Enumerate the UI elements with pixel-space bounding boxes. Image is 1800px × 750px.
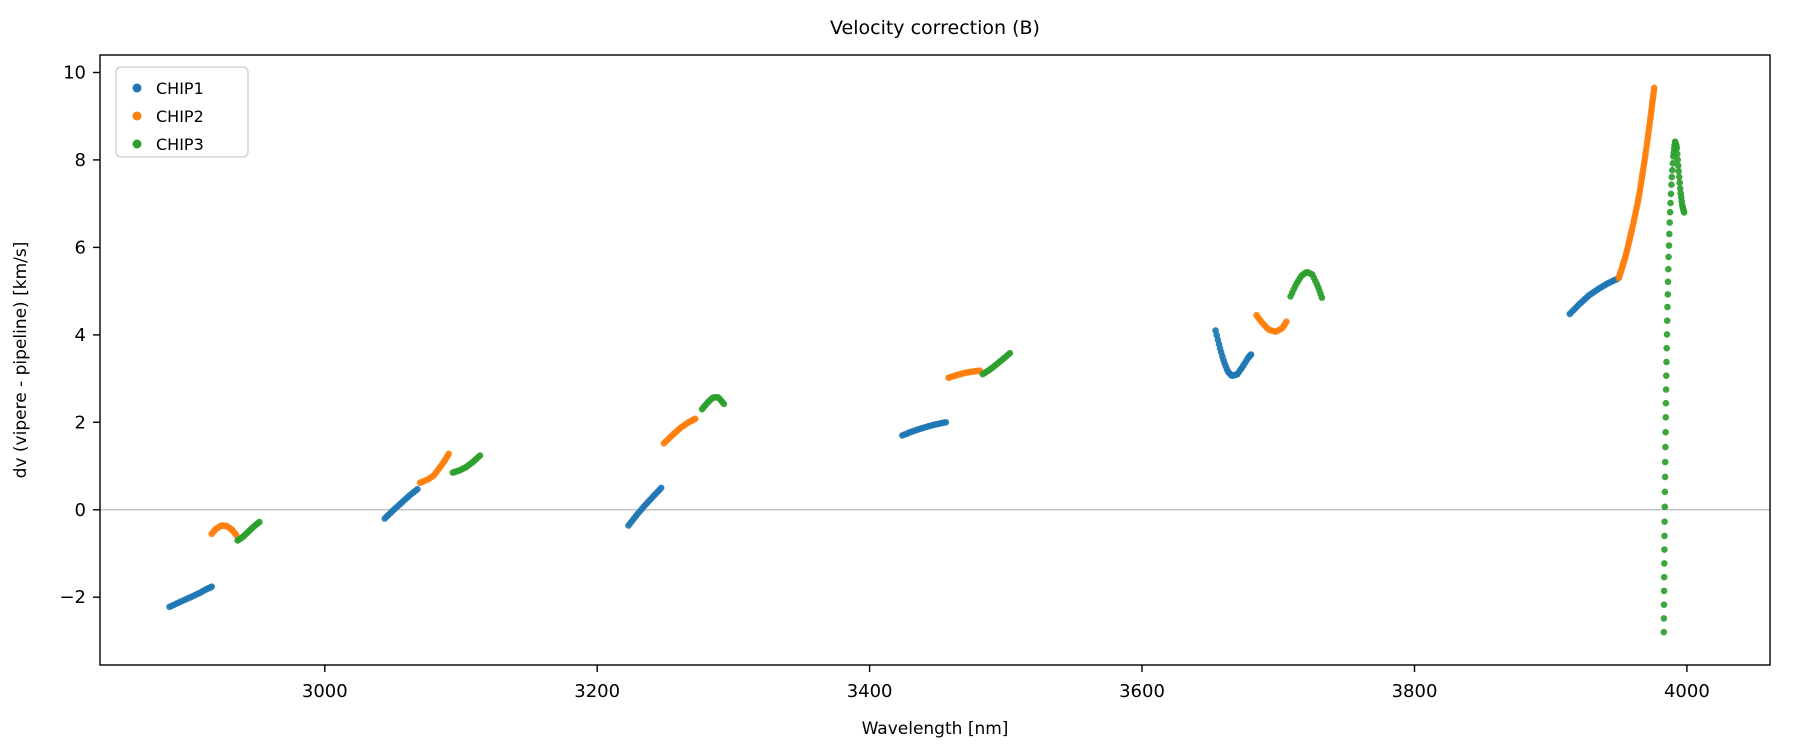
data-point-chip3 <box>1663 331 1671 338</box>
data-point-chip1 <box>657 484 665 492</box>
data-point-chip3 <box>1318 294 1326 302</box>
data-point-chip3 <box>1006 349 1014 357</box>
data-point-chip2 <box>1283 318 1290 326</box>
legend-marker-chip2 <box>132 111 142 121</box>
y-tick-label: −2 <box>59 587 86 608</box>
data-point-chip3 <box>1676 179 1683 186</box>
data-point-chip3 <box>1680 209 1688 216</box>
x-tick-label: 3200 <box>574 681 620 702</box>
data-point-chip3 <box>1660 601 1668 608</box>
data-point-chip3 <box>1663 358 1670 366</box>
x-tick-label: 4000 <box>1664 681 1710 702</box>
data-point-chip3 <box>1667 199 1674 207</box>
x-tick-label: 3400 <box>847 681 893 702</box>
y-tick-label: 4 <box>75 325 86 346</box>
y-tick-label: 10 <box>63 63 86 84</box>
data-point-chip3 <box>1662 414 1670 421</box>
y-tick-label: 0 <box>75 500 86 521</box>
data-point-chip1 <box>942 419 950 426</box>
x-tick-label: 3600 <box>1119 681 1165 702</box>
legend-label-chip3: CHIP3 <box>156 135 204 154</box>
data-point-chip3 <box>1669 160 1677 167</box>
data-point-chip3 <box>1662 386 1670 393</box>
x-axis-label: Wavelength [nm] <box>862 719 1009 739</box>
data-point-chip3 <box>1660 615 1668 622</box>
data-point-chip3 <box>1673 145 1681 152</box>
data-point-chip3 <box>1662 428 1669 436</box>
data-point-chip3 <box>1675 173 1683 181</box>
data-point-chip3 <box>1665 265 1672 273</box>
legend-marker-chip1 <box>132 83 142 93</box>
y-tick-label: 6 <box>75 237 86 258</box>
legend-label-chip2: CHIP2 <box>156 107 204 126</box>
data-point-chip3 <box>256 518 263 526</box>
data-point-chip2 <box>692 415 699 423</box>
data-point-chip1 <box>414 485 421 493</box>
data-point-chip3 <box>1665 242 1673 249</box>
data-point-chip3 <box>1675 167 1682 175</box>
data-point-chip1 <box>1247 351 1255 358</box>
data-point-chip3 <box>1660 573 1668 581</box>
data-point-chip3 <box>1663 317 1671 325</box>
data-point-chip3 <box>1662 443 1669 451</box>
legend-label-chip1: CHIP1 <box>156 79 204 98</box>
data-point-chip3 <box>1661 503 1669 511</box>
data-point-chip3 <box>1664 303 1671 311</box>
y-tick-label: 8 <box>75 150 86 171</box>
data-point-chip3 <box>1661 473 1669 481</box>
chart-title: Velocity correction (B) <box>830 17 1040 39</box>
data-point-chip3 <box>1666 230 1673 238</box>
data-point-chip3 <box>720 400 728 408</box>
data-point-chip3 <box>1660 628 1668 636</box>
data-point-chip3 <box>1661 488 1669 496</box>
data-point-chip3 <box>1661 458 1669 466</box>
axes-frame <box>99 54 1771 666</box>
data-point-chip3 <box>1661 560 1668 567</box>
legend-box <box>115 66 249 158</box>
data-point-chip3 <box>1663 372 1670 380</box>
data-point-chip3 <box>1667 190 1675 198</box>
x-tick-label: 3800 <box>1392 681 1438 702</box>
data-point-chip3 <box>1669 166 1676 174</box>
data-point-chip3 <box>1668 173 1676 181</box>
data-point-chip3 <box>1666 219 1673 226</box>
data-point-chip3 <box>1664 278 1672 286</box>
data-point-chip3 <box>1666 208 1674 216</box>
data-point-chip3 <box>1663 344 1670 352</box>
y-axis-label: dv (vipere - pipeline) [km/s] <box>11 242 31 479</box>
data-point-chip3 <box>1661 546 1668 553</box>
y-tick-label: 2 <box>75 412 86 433</box>
data-point-chip2 <box>445 450 453 458</box>
legend-marker-chip3 <box>132 139 142 149</box>
data-point-chip3 <box>1668 181 1675 188</box>
data-point-chip3 <box>1674 156 1681 163</box>
data-point-chip3 <box>1660 587 1668 595</box>
data-point-chip3 <box>1662 399 1670 407</box>
x-tick-label: 3000 <box>302 681 348 702</box>
data-point-chip2 <box>1650 84 1658 92</box>
data-point-chip3 <box>1661 518 1668 525</box>
data-point-chip3 <box>1674 150 1681 158</box>
data-point-chip3 <box>476 452 484 459</box>
data-point-chip3 <box>1664 291 1672 298</box>
data-point-chip1 <box>208 583 215 590</box>
data-point-chip3 <box>1665 253 1672 261</box>
data-point-chip3 <box>1661 532 1668 540</box>
data-point-chip3 <box>1674 162 1682 169</box>
